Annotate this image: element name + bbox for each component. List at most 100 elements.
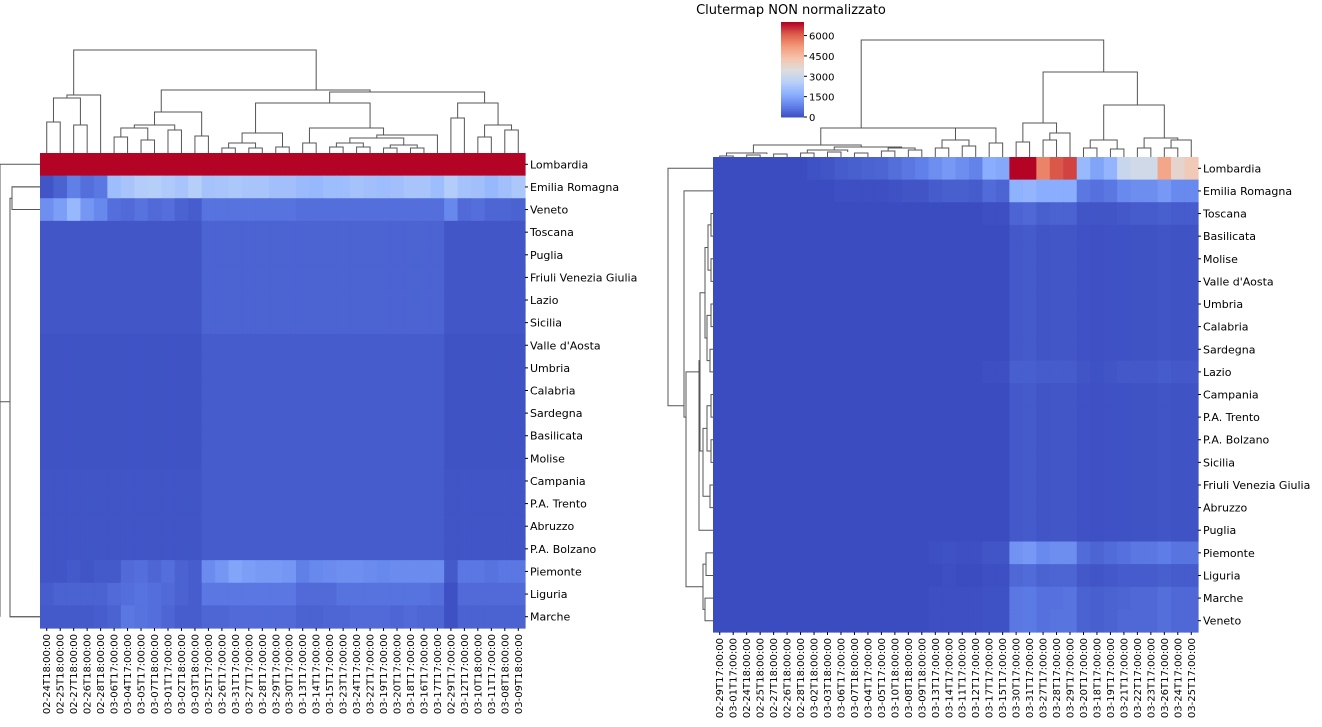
right-heatmap-cell — [1130, 564, 1145, 588]
left-heatmap-cell — [174, 220, 189, 245]
left-heatmap-cell — [322, 220, 337, 245]
right-heatmap-cell — [847, 360, 862, 384]
right-heatmap-cell — [1130, 451, 1145, 475]
right-heatmap-cell — [780, 270, 795, 294]
colorbar-segment — [781, 33, 804, 36]
right-heatmap-cell — [968, 451, 984, 475]
left-heatmap-cell — [269, 469, 284, 493]
right-heatmap-cell — [1036, 428, 1051, 452]
right-heatmap-cell — [847, 496, 862, 520]
left-heatmap-cell — [147, 469, 162, 493]
right-heatmap-cell — [1076, 292, 1091, 316]
right-heatmap-cell — [1157, 609, 1172, 633]
left-heatmap-cell — [161, 175, 176, 199]
right-heatmap-cell — [1022, 360, 1037, 384]
right-heatmap-cell — [1184, 247, 1199, 271]
right-heatmap-cell — [739, 224, 755, 249]
left-heatmap-cell — [120, 401, 135, 426]
right-heatmap-cell — [968, 383, 984, 407]
right-col-dendrogram-link — [833, 146, 903, 150]
right-heatmap-cell — [820, 586, 835, 610]
right-heatmap-cell — [1144, 157, 1159, 181]
right-heatmap-cell — [807, 451, 822, 475]
right-heatmap-cell — [955, 337, 970, 362]
right-heatmap-cell — [861, 337, 876, 362]
left-heatmap-cell — [336, 605, 351, 629]
left-heatmap-cell — [403, 198, 418, 222]
left-heatmap-cell — [484, 537, 499, 561]
right-heatmap-cell — [968, 473, 984, 497]
right-heatmap-cell — [1144, 564, 1159, 588]
right-heatmap-cell — [955, 609, 970, 633]
right-heatmap-cell — [888, 564, 903, 588]
left-heatmap-cell — [93, 356, 108, 380]
right-heatmap-cell — [793, 496, 808, 520]
left-heatmap-cell — [215, 153, 230, 177]
left-heatmap-cell — [134, 175, 149, 199]
right-col-dendrogram-link — [1049, 132, 1071, 157]
left-heatmap-cell — [242, 175, 257, 199]
right-heatmap-cell — [713, 428, 728, 452]
right-heatmap-cell — [753, 564, 768, 588]
left-heatmap-cell — [282, 605, 297, 629]
left-heatmap-cell — [363, 560, 378, 584]
left-heatmap-cell — [269, 424, 284, 448]
left-heatmap-cell — [269, 447, 284, 471]
right-heatmap-cell — [955, 360, 970, 384]
left-heatmap-cell — [53, 311, 68, 335]
left-heatmap-cell — [66, 514, 82, 539]
left-heatmap-cell — [161, 198, 176, 222]
left-column-label: 03-26T17:00:00 — [217, 634, 228, 714]
left-heatmap-cell — [444, 492, 459, 516]
right-heatmap-cell — [1157, 586, 1172, 610]
right-heatmap-cell — [713, 496, 728, 520]
right-heatmap-cell — [807, 202, 822, 226]
left-heatmap-cell — [471, 514, 486, 539]
left-heatmap-cell — [80, 469, 95, 493]
right-heatmap-cell — [982, 428, 997, 452]
left-heatmap-cell — [66, 447, 82, 471]
left-heatmap-cell — [174, 537, 189, 561]
left-heatmap-cell — [66, 220, 82, 245]
right-heatmap-cell — [1036, 473, 1051, 497]
right-heatmap-cell — [861, 405, 876, 430]
left-heatmap-cell — [201, 424, 216, 448]
left-heatmap-cell — [120, 560, 135, 584]
left-heatmap-cell — [309, 514, 324, 539]
left-heatmap-cell — [174, 447, 189, 471]
left-heatmap-cell — [228, 424, 243, 448]
left-heatmap-cell — [161, 333, 176, 358]
right-heatmap-cell — [874, 247, 889, 271]
left-heatmap-cell — [188, 424, 203, 448]
right-heatmap-cell — [780, 383, 795, 407]
right-heatmap-cell — [888, 270, 903, 294]
right-col-dendrogram-link — [988, 142, 1004, 157]
right-heatmap-cell — [1184, 609, 1199, 633]
right-heatmap-cell — [807, 179, 822, 203]
right-heatmap-cell — [955, 383, 970, 407]
left-heatmap-cell — [390, 175, 405, 199]
left-heatmap-cell — [282, 514, 297, 539]
right-heatmap-cell — [995, 202, 1010, 226]
right-heatmap-cell — [1130, 157, 1145, 181]
left-heatmap-cell — [484, 356, 499, 380]
left-heatmap-cell — [40, 582, 55, 606]
left-col-dendrogram-link — [329, 91, 486, 103]
left-row-label: Molise — [530, 452, 565, 465]
left-heatmap-cell — [363, 424, 378, 448]
left-heatmap-cell — [430, 401, 445, 426]
left-heatmap-cell — [457, 560, 472, 584]
left-heatmap-cell — [53, 401, 68, 426]
colorbar-tick-label: 0 — [809, 113, 815, 124]
left-heatmap-cell — [107, 401, 122, 426]
left-heatmap-cell — [444, 401, 459, 426]
left-heatmap-cell — [66, 582, 82, 606]
left-heatmap-cell — [457, 175, 472, 199]
right-heatmap-cell — [888, 337, 903, 362]
left-heatmap-cell — [444, 514, 459, 539]
right-heatmap-cell — [982, 564, 997, 588]
right-heatmap-cell — [1063, 451, 1078, 475]
right-col-dendrogram-link — [806, 149, 849, 153]
right-heatmap-cell — [1063, 383, 1078, 407]
right-heatmap-cell — [1063, 292, 1078, 316]
